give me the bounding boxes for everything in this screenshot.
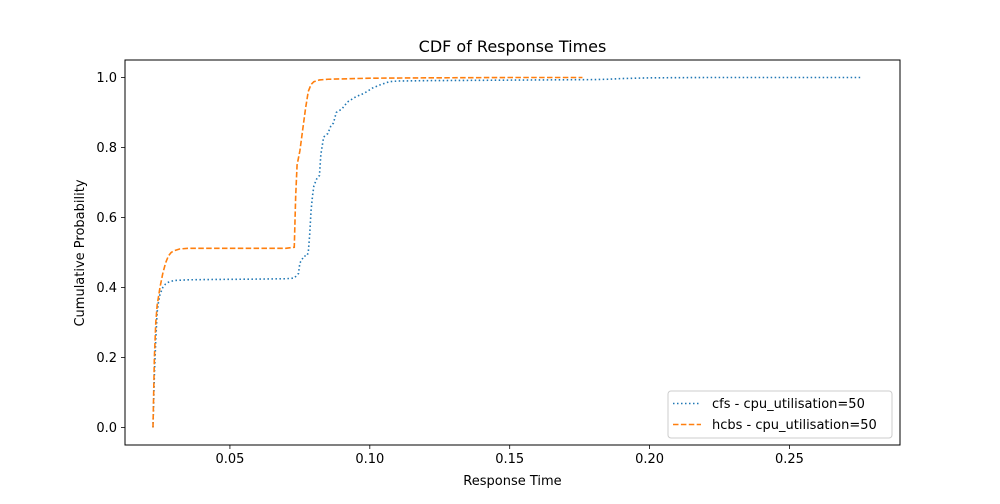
y-tick-label: 1.0 — [96, 71, 117, 86]
y-tick-label: 0.4 — [96, 281, 117, 296]
x-axis-label: Response Time — [463, 474, 561, 489]
legend-label-cfs: cfs - cpu_utilisation=50 — [712, 397, 865, 412]
y-axis-label: Cumulative Probability — [73, 179, 88, 326]
y-tick-label: 0.0 — [96, 421, 117, 436]
x-tick-label: 0.10 — [355, 452, 384, 467]
series-line-hcbs — [152, 76, 583, 428]
y-tick-label: 0.6 — [96, 211, 117, 226]
series-lines — [152, 76, 863, 428]
x-tick-label: 0.20 — [635, 452, 664, 467]
legend-label-hcbs: hcbs - cpu_utilisation=50 — [712, 418, 877, 433]
x-tick-label: 0.15 — [495, 452, 524, 467]
legend: cfs - cpu_utilisation=50 hcbs - cpu_util… — [667, 390, 893, 439]
y-tick-label: 0.2 — [96, 351, 117, 366]
x-tick-label: 0.05 — [215, 452, 244, 467]
legend-box — [667, 390, 893, 439]
plot-frame — [124, 59, 901, 446]
axis-ticks: 0.05 0.10 0.15 0.20 0.25 0.0 0.2 0.4 0.6 0.8 1.0 — [96, 71, 804, 467]
chart-title: CDF of Response Times — [419, 37, 607, 56]
y-tick-label: 0.8 — [96, 141, 117, 156]
x-tick-label: 0.25 — [775, 452, 804, 467]
